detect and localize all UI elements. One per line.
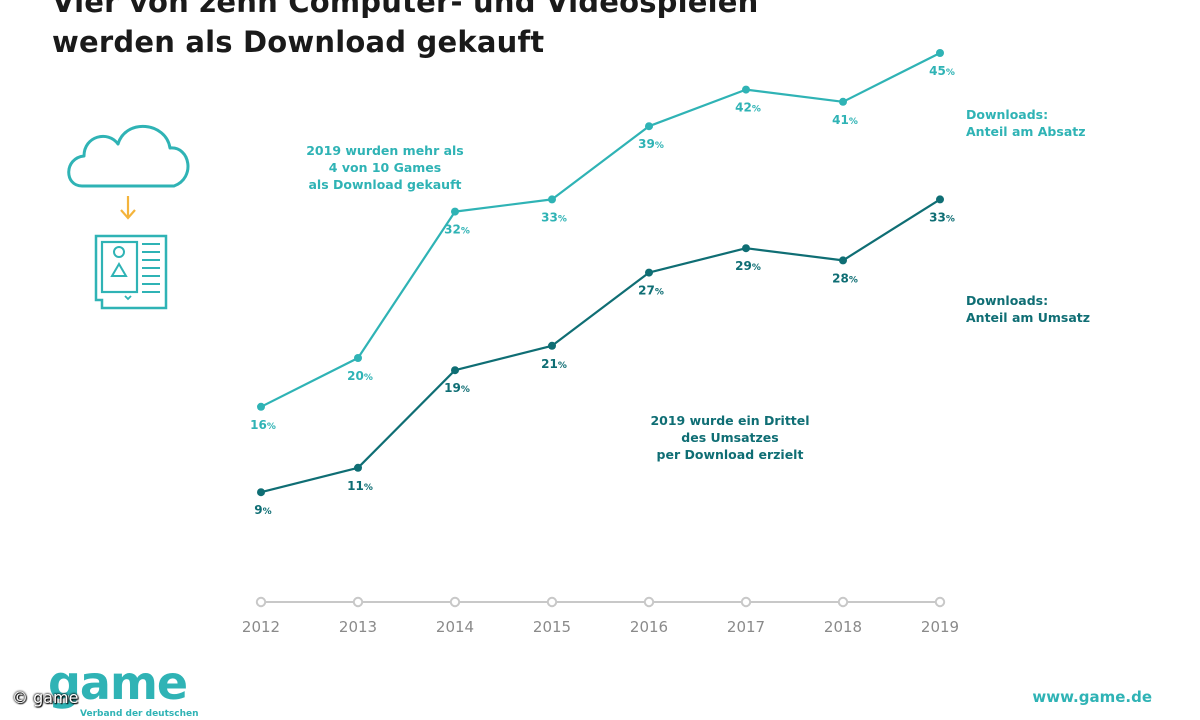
x-axis-tick-marker [643,596,655,608]
x-axis-tick-marker [255,596,267,608]
data-label: 39% [638,137,664,151]
data-label: 28% [832,271,858,285]
x-tick-label: 2012 [242,618,280,636]
download-illustration [62,118,202,318]
data-point [548,341,556,350]
data-label: 21% [541,357,567,371]
data-point [742,244,750,253]
annotation-absatz: 2019 wurden mehr als 4 von 10 Games als … [306,143,464,192]
chart-title: Vier von zehn Computer- und Videospielen… [52,0,759,62]
data-point [354,463,362,472]
data-label: 33% [929,210,955,224]
x-axis-tick-marker [352,596,364,608]
x-axis-tick-marker [449,596,461,608]
data-point [451,207,459,216]
data-point [742,85,750,94]
data-point [451,366,459,375]
game-box-icon [94,234,168,310]
x-tick-label: 2014 [436,618,474,636]
data-label: 32% [444,223,470,237]
data-label: 9% [254,503,271,517]
data-point [936,49,944,57]
annotation-umsatz: 2019 wurde ein Drittel des Umsatzes per … [650,413,810,462]
image-credit: © game [12,688,79,707]
x-axis-tick-marker [740,596,752,608]
x-axis-tick-marker [837,596,849,608]
data-point [257,402,265,411]
x-tick-label: 2019 [921,618,959,636]
data-point [548,195,556,204]
data-label: 11% [347,479,373,493]
data-label: 20% [347,369,373,383]
legend-absatz: Downloads: Anteil am Absatz [966,107,1086,139]
data-point [257,488,265,497]
series-line-2 [260,198,941,494]
data-label: 16% [250,418,276,432]
website-link[interactable]: www.game.de [1032,688,1152,706]
data-point [645,268,653,277]
data-point [839,97,847,106]
data-label: 42% [735,101,761,115]
x-tick-label: 2018 [824,618,862,636]
series-line-1 [260,52,941,408]
x-axis-tick-marker [934,596,946,608]
x-tick-label: 2015 [533,618,571,636]
game-logo-subtitle: Verband der deutschen [80,709,199,719]
game-logo: game [48,656,188,710]
legend-umsatz: Downloads: Anteil am Umsatz [966,293,1091,325]
x-tick-label: 2013 [339,618,377,636]
cloud-icon [67,125,190,188]
data-point [645,122,653,131]
data-label: 41% [832,113,858,127]
data-label: 33% [541,210,567,224]
data-point [936,195,944,204]
data-label: 29% [735,259,761,273]
download-arrow-icon [120,196,136,220]
download-illustration-svg [67,125,190,310]
x-tick-label: 2016 [630,618,668,636]
data-label: 19% [444,381,470,395]
data-label: 45% [929,64,955,78]
data-point [354,354,362,362]
data-point [839,256,847,265]
chart-title-line-2: werden als Download gekauft [52,25,545,59]
x-tick-label: 2017 [727,618,765,636]
data-label: 27% [638,284,664,298]
x-axis-tick-marker [546,596,558,608]
chart-title-line-1: Vier von zehn Computer- und Videospielen [52,0,759,19]
